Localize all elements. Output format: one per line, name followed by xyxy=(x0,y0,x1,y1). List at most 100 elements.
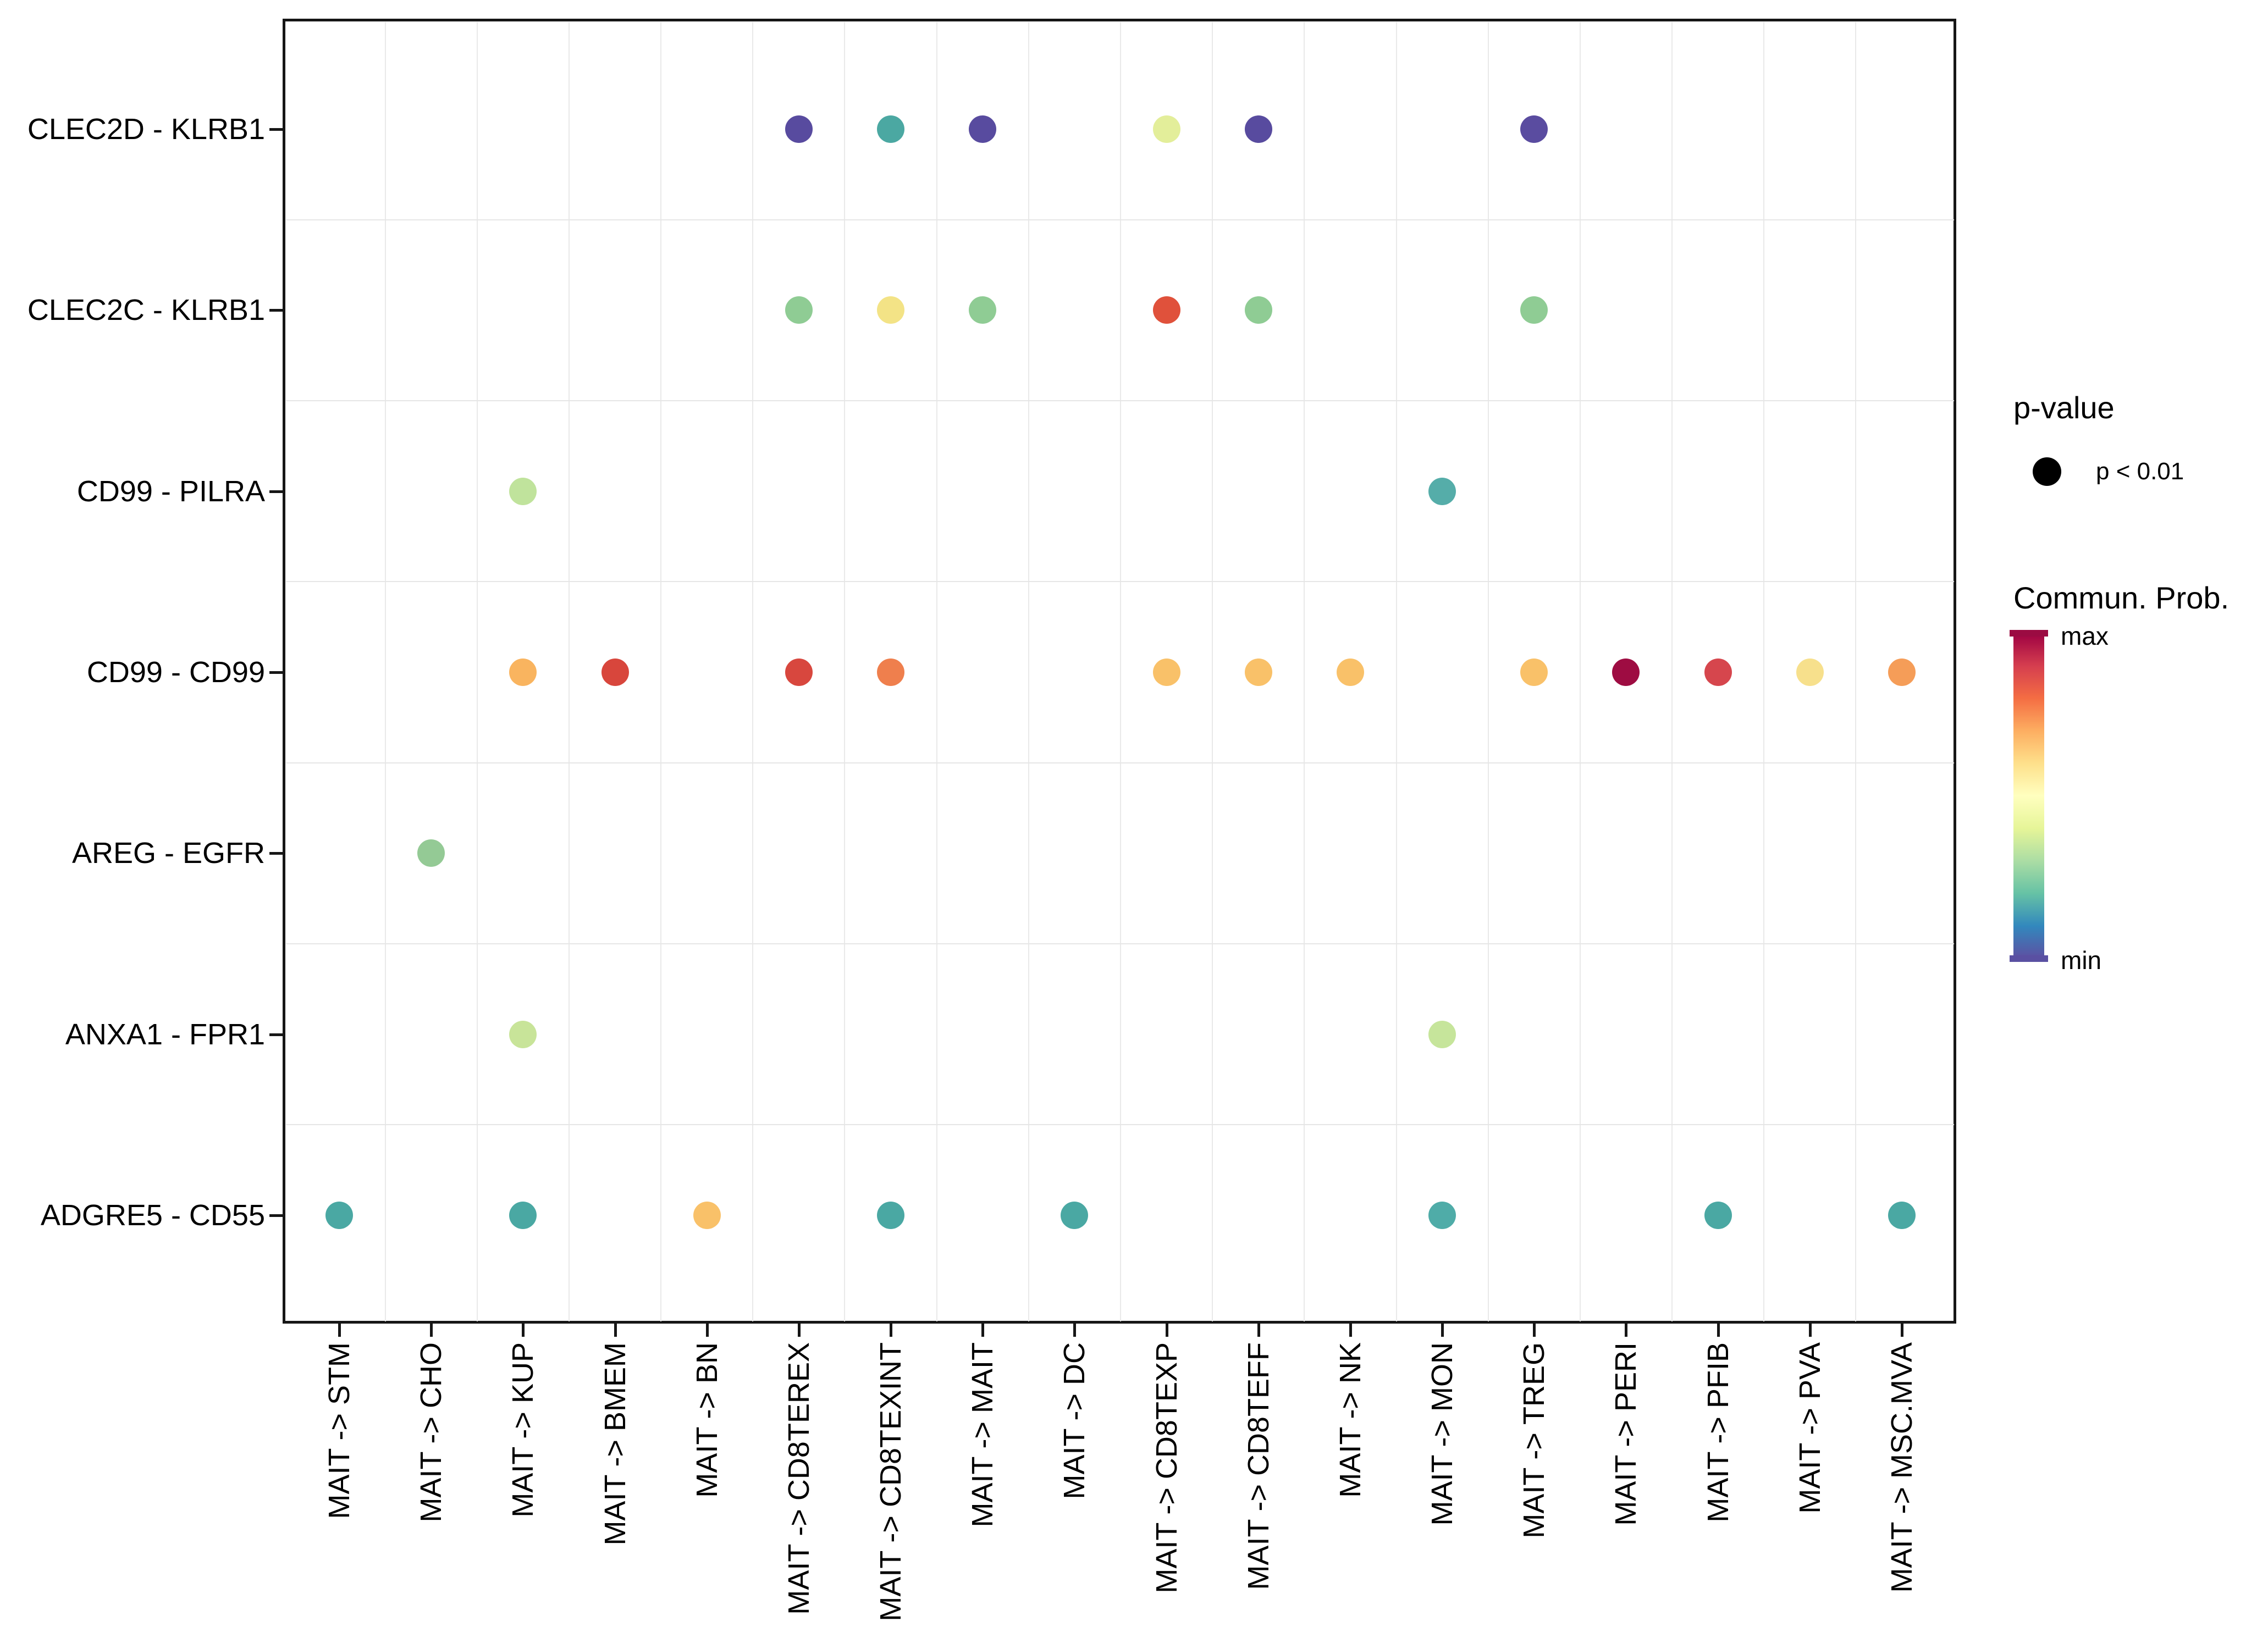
gridline-vertical xyxy=(1304,22,1305,1321)
y-tick-label: CLEC2D - KLRB1 xyxy=(27,113,265,146)
gridline-horizontal xyxy=(286,219,1954,220)
gridline-vertical xyxy=(1855,22,1857,1321)
data-dot xyxy=(1152,296,1180,324)
data-dot xyxy=(1888,1202,1916,1229)
gridline-vertical xyxy=(1579,22,1581,1321)
x-tick-label: MAIT -> TREG xyxy=(1517,1342,1551,1539)
gridline-vertical xyxy=(752,22,754,1321)
colorbar-max-label: max xyxy=(2061,622,2109,650)
colorbar-gradient xyxy=(2013,633,2044,959)
x-tick-label: MAIT -> STM xyxy=(323,1342,356,1519)
colorbar-min-tick xyxy=(2010,955,2048,962)
gridline-vertical xyxy=(1212,22,1213,1321)
data-dot xyxy=(325,1202,353,1229)
x-axis-tick-mark xyxy=(614,1322,617,1337)
x-axis-tick-mark xyxy=(338,1322,341,1337)
gridline-horizontal xyxy=(286,581,1954,583)
data-dot xyxy=(1061,1202,1089,1229)
data-dot xyxy=(509,477,537,505)
x-tick-label: MAIT -> DC xyxy=(1058,1342,1091,1499)
x-axis-tick-mark xyxy=(522,1322,525,1337)
y-axis-tick-mark xyxy=(269,309,284,312)
data-dot xyxy=(1520,659,1548,686)
x-tick-label: MAIT -> KUP xyxy=(506,1342,540,1518)
gridline-vertical xyxy=(660,22,662,1321)
gridline-vertical xyxy=(568,22,570,1321)
x-axis-tick-mark xyxy=(1165,1322,1168,1337)
gridline-vertical xyxy=(1671,22,1673,1321)
gridline-vertical xyxy=(936,22,937,1321)
x-axis-tick-mark xyxy=(1441,1322,1444,1337)
x-axis-tick-mark xyxy=(797,1322,801,1337)
gridline-vertical xyxy=(1120,22,1121,1321)
x-tick-label: MAIT -> MON xyxy=(1426,1342,1459,1526)
data-dot xyxy=(785,659,813,686)
y-axis-tick-mark xyxy=(269,490,284,493)
gridline-vertical xyxy=(1487,22,1489,1321)
data-dot xyxy=(877,659,905,686)
y-tick-label: ANXA1 - FPR1 xyxy=(65,1017,265,1051)
y-tick-label: AREG - EGFR xyxy=(71,837,265,870)
x-tick-label: MAIT -> NK xyxy=(1333,1342,1367,1498)
gridline-vertical xyxy=(1763,22,1765,1321)
data-dot xyxy=(509,1020,537,1048)
data-dot xyxy=(1244,115,1272,143)
data-dot xyxy=(1888,659,1916,686)
data-dot xyxy=(509,659,537,686)
x-axis-tick-mark xyxy=(1717,1322,1720,1337)
data-dot xyxy=(1244,296,1272,324)
x-tick-label: MAIT -> CD8TEXINT xyxy=(874,1342,908,1622)
y-axis-tick-mark xyxy=(269,671,284,674)
x-axis-tick-mark xyxy=(1625,1322,1628,1337)
data-dot xyxy=(877,1202,905,1229)
x-tick-label: MAIT -> PERI xyxy=(1609,1342,1643,1526)
data-dot xyxy=(417,839,445,867)
x-tick-label: MAIT -> PVA xyxy=(1793,1342,1826,1514)
x-axis-tick-mark xyxy=(1533,1322,1536,1337)
data-dot xyxy=(877,296,905,324)
gridline-vertical xyxy=(384,22,386,1321)
y-axis-tick-mark xyxy=(269,1033,284,1036)
gridline-horizontal xyxy=(286,400,1954,401)
data-dot xyxy=(1796,659,1824,686)
gridline-horizontal xyxy=(286,762,1954,763)
x-axis-tick-mark xyxy=(430,1322,433,1337)
x-tick-label: MAIT -> MAIT xyxy=(966,1342,1000,1528)
data-dot xyxy=(1428,1020,1456,1048)
plot-panel xyxy=(283,19,1956,1324)
gridline-vertical xyxy=(844,22,846,1321)
x-tick-label: MAIT -> BN xyxy=(690,1342,724,1498)
data-dot xyxy=(1612,659,1640,686)
data-dot xyxy=(1244,659,1272,686)
x-axis-tick-mark xyxy=(1349,1322,1352,1337)
colorbar-title: Commun. Prob. xyxy=(2013,580,2230,615)
data-dot xyxy=(1704,1202,1732,1229)
data-dot xyxy=(785,115,813,143)
data-dot xyxy=(969,115,997,143)
pvalue-legend-title: p-value xyxy=(2013,390,2115,425)
y-axis-tick-mark xyxy=(269,128,284,131)
y-tick-label: CLEC2C - KLRB1 xyxy=(27,294,265,327)
x-tick-label: MAIT -> CD8TEXP xyxy=(1150,1342,1183,1593)
data-dot xyxy=(1336,659,1364,686)
x-axis-tick-mark xyxy=(1257,1322,1260,1337)
x-axis-tick-mark xyxy=(705,1322,709,1337)
y-tick-label: ADGRE5 - CD55 xyxy=(40,1199,265,1232)
data-dot xyxy=(1152,115,1180,143)
gridline-horizontal xyxy=(286,943,1954,944)
gridline-vertical xyxy=(1028,22,1029,1321)
data-dot xyxy=(785,296,813,324)
data-dot xyxy=(877,115,905,143)
data-dot xyxy=(1520,296,1548,324)
colorbar-max-tick xyxy=(2010,630,2048,637)
x-tick-label: MAIT -> CD8TEREX xyxy=(782,1342,815,1615)
colorbar-min-label: min xyxy=(2061,946,2102,975)
gridline-vertical xyxy=(1395,22,1397,1321)
x-axis-tick-mark xyxy=(890,1322,893,1337)
x-tick-label: MAIT -> MSC.MVA xyxy=(1885,1342,1918,1593)
y-axis-tick-mark xyxy=(269,1214,284,1217)
gridline-vertical xyxy=(476,22,478,1321)
x-axis-tick-mark xyxy=(1901,1322,1903,1337)
x-tick-label: MAIT -> BMEM xyxy=(598,1342,632,1546)
